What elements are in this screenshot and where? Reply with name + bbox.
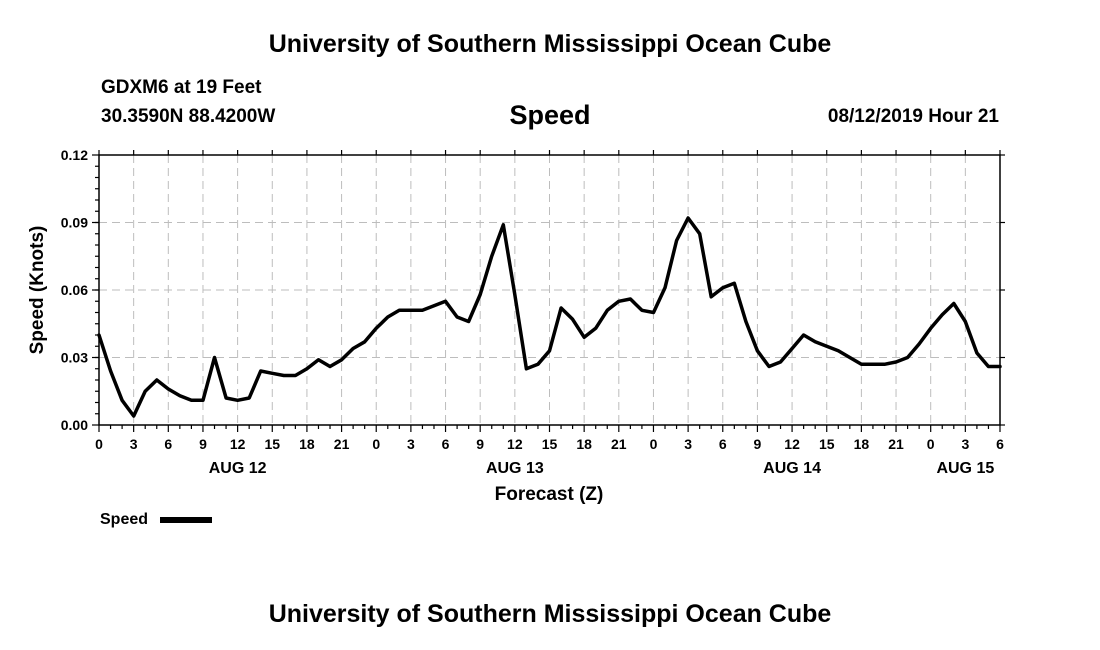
x-axis-label: Forecast (Z)	[495, 484, 604, 505]
footer-title: University of Southern Mississippi Ocean…	[268, 600, 832, 628]
x-tick-label: 18	[854, 436, 870, 452]
x-tick-label: 12	[230, 436, 246, 452]
forecast-datetime: 08/12/2019 Hour 21	[827, 106, 999, 127]
x-tick-label: 15	[819, 436, 835, 452]
x-tick-label: 0	[650, 436, 658, 452]
x-tick-label: 6	[442, 436, 450, 452]
x-tick-label: 3	[407, 436, 415, 452]
y-tick-label: 0.12	[61, 147, 88, 163]
x-tick-label: 21	[888, 436, 904, 452]
legend: Speed	[100, 511, 212, 528]
chart-title: Speed	[509, 100, 591, 130]
x-tick-label: 18	[576, 436, 592, 452]
station-coordinates: 30.3590N 88.4200W	[101, 106, 276, 127]
x-tick-label: 3	[684, 436, 692, 452]
x-tick-label: 15	[542, 436, 558, 452]
y-tick-label: 0.06	[61, 282, 88, 298]
x-tick-label: 3	[961, 436, 969, 452]
tick-labels: 0.00 0.03 0.06 0.09 0.12 0 3 6 9 12 15 18 21 0 3 6 9 12 15…	[61, 147, 1004, 477]
y-tick-label: 0.03	[61, 350, 88, 366]
x-tick-label: 12	[784, 436, 800, 452]
x-tick-label: 6	[164, 436, 172, 452]
station-label: GDXM6 at 19 Feet	[101, 77, 262, 98]
date-label: AUG 13	[486, 460, 544, 477]
x-tick-label: 9	[754, 436, 762, 452]
y-tick-label: 0.09	[61, 215, 88, 231]
date-label: AUG 12	[209, 460, 267, 477]
legend-label: Speed	[100, 511, 148, 528]
y-tick-label: 0.00	[61, 417, 88, 433]
grid-lines	[99, 155, 1000, 425]
x-tick-label: 0	[372, 436, 380, 452]
x-tick-label: 15	[264, 436, 280, 452]
x-tick-label: 6	[719, 436, 727, 452]
x-tick-label: 0	[927, 436, 935, 452]
speed-series-line	[97, 216, 1002, 418]
x-tick-label: 12	[507, 436, 523, 452]
x-tick-label: 0	[95, 436, 103, 452]
y-axis-label: Speed (Knots)	[27, 226, 48, 355]
x-tick-label: 6	[996, 436, 1004, 452]
page-title: University of Southern Mississippi Ocean…	[268, 30, 832, 58]
axis-ticks	[92, 150, 1005, 432]
x-tick-label: 18	[299, 436, 315, 452]
x-tick-label: 21	[334, 436, 350, 452]
x-tick-label: 9	[199, 436, 207, 452]
date-label: AUG 15	[936, 460, 994, 477]
x-tick-label: 9	[476, 436, 484, 452]
x-tick-label: 21	[611, 436, 627, 452]
date-label: AUG 14	[763, 460, 821, 477]
x-tick-label: 3	[130, 436, 138, 452]
